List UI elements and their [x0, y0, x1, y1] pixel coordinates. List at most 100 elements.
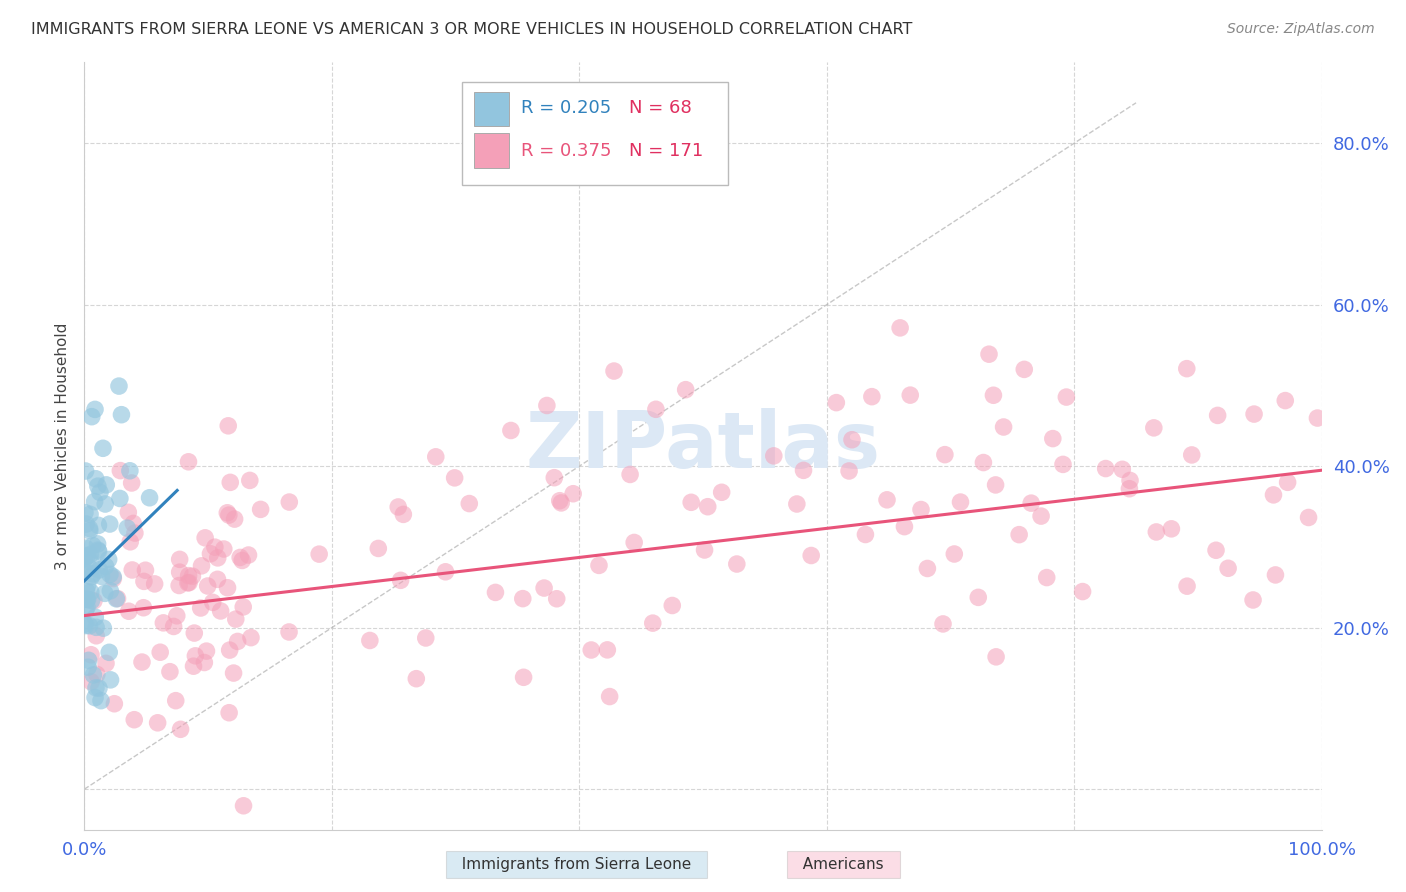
Point: [1143, 421, 1166, 435]
Point: [90, 569, 112, 583]
Point: [792, 463, 814, 477]
Point: [710, 485, 733, 500]
Point: [898, 388, 921, 402]
Point: [983, 388, 1005, 402]
Point: [124, 526, 146, 541]
Point: [596, 643, 619, 657]
Point: [209, 604, 232, 618]
Point: [217, 581, 239, 595]
Point: [1042, 432, 1064, 446]
Point: [434, 565, 457, 579]
Point: [159, 665, 181, 679]
Point: [183, 659, 205, 673]
Point: [89, 485, 111, 500]
Point: [118, 604, 141, 618]
Point: [177, 575, 200, 590]
Point: [623, 535, 645, 549]
Point: [89, 563, 111, 577]
Point: [1241, 593, 1264, 607]
Point: [169, 723, 191, 737]
Point: [499, 424, 522, 438]
Point: [603, 364, 626, 378]
Point: [98, 583, 121, 598]
Point: [825, 395, 848, 409]
Point: [661, 599, 683, 613]
Point: [82, 539, 104, 553]
Point: [75, 541, 97, 555]
Point: [73, 617, 96, 632]
Point: [681, 495, 703, 509]
Point: [512, 670, 534, 684]
Point: [195, 644, 218, 658]
Point: [949, 495, 972, 509]
Point: [644, 402, 666, 417]
Point: [93, 621, 115, 635]
Point: [79, 524, 101, 538]
Point: [86, 667, 108, 681]
Point: [100, 673, 122, 687]
Point: [83, 494, 105, 508]
Point: [73, 552, 96, 566]
FancyBboxPatch shape: [461, 81, 728, 186]
Point: [132, 574, 155, 589]
Point: [977, 347, 1000, 361]
Point: [76, 549, 98, 563]
Point: [972, 456, 994, 470]
Point: [415, 631, 437, 645]
Point: [82, 668, 104, 682]
Point: [229, 550, 252, 565]
Point: [204, 540, 226, 554]
Point: [152, 615, 174, 630]
Text: ZIPatlas: ZIPatlas: [526, 408, 880, 484]
Point: [98, 567, 121, 582]
Point: [599, 690, 621, 704]
Point: [1205, 543, 1227, 558]
Point: [76, 592, 98, 607]
Point: [146, 715, 169, 730]
Point: [73, 506, 96, 520]
Point: [207, 550, 229, 565]
Text: R = 0.205: R = 0.205: [522, 100, 612, 118]
Point: [1175, 579, 1198, 593]
Point: [278, 624, 301, 639]
Point: [75, 618, 97, 632]
Point: [581, 643, 603, 657]
Point: [87, 681, 110, 695]
Point: [550, 496, 572, 510]
Point: [222, 666, 245, 681]
Point: [84, 472, 107, 486]
Point: [786, 497, 808, 511]
Point: [201, 595, 224, 609]
Text: Immigrants from Sierra Leone: Immigrants from Sierra Leone: [451, 857, 702, 872]
Point: [458, 497, 481, 511]
Point: [512, 591, 534, 606]
Point: [80, 555, 103, 569]
Point: [98, 645, 121, 659]
Point: [217, 506, 239, 520]
Point: [1071, 584, 1094, 599]
Point: [200, 547, 222, 561]
Point: [1274, 393, 1296, 408]
Point: [1144, 524, 1167, 539]
Point: [120, 534, 142, 549]
Point: [110, 408, 132, 422]
Point: [76, 584, 98, 599]
Point: [536, 399, 558, 413]
Point: [79, 508, 101, 522]
Point: [80, 570, 103, 584]
Point: [84, 629, 107, 643]
Text: R = 0.375: R = 0.375: [522, 142, 612, 160]
Point: [167, 578, 190, 592]
Point: [984, 649, 1007, 664]
Point: [87, 544, 110, 558]
Point: [134, 563, 156, 577]
Point: [166, 608, 188, 623]
Point: [79, 619, 101, 633]
Point: [162, 619, 184, 633]
Text: N = 171: N = 171: [628, 142, 703, 160]
Bar: [474, 92, 509, 126]
Point: [238, 548, 260, 562]
Point: [308, 547, 330, 561]
Point: [225, 612, 247, 626]
Point: [1052, 458, 1074, 472]
